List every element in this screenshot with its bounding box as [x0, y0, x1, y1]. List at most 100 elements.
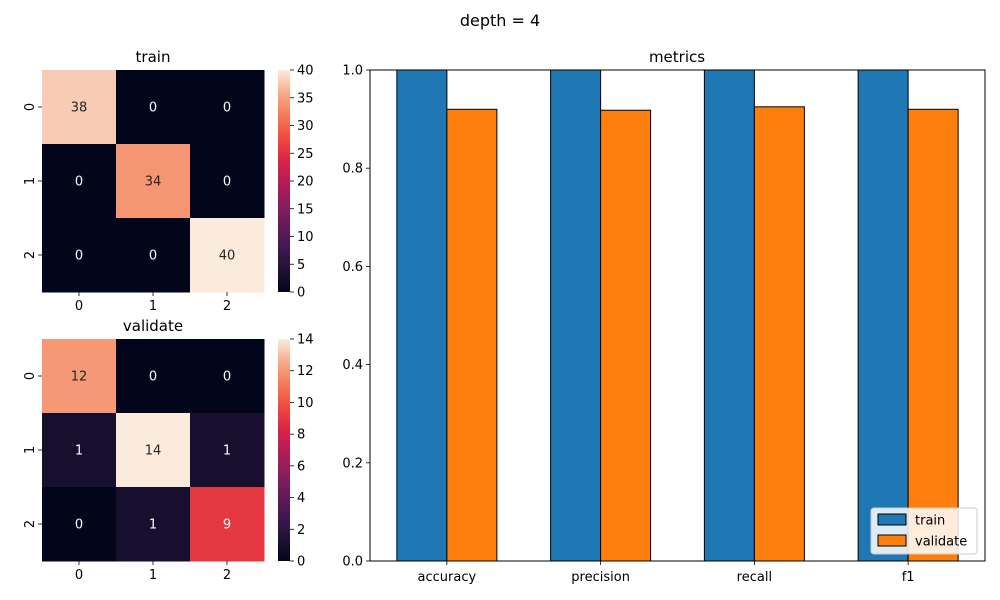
heatmap-cell-label: 40 — [219, 249, 236, 264]
bar-train — [550, 69, 602, 562]
heatmap-cell-label: 0 — [75, 175, 83, 190]
heatmap-validate-colorbar: 0 2 4 6 8 10 12 14 — [278, 333, 314, 570]
heatmap-cell-label: 0 — [75, 249, 83, 264]
heatmap-cell — [190, 487, 265, 562]
heatmap-cell-label: 1 — [223, 444, 231, 459]
heatmap-cell — [42, 413, 117, 488]
heatmap-cell — [190, 144, 265, 219]
x-tick-label: accuracy — [418, 570, 477, 585]
colorbar-tick-label: 12 — [297, 364, 314, 379]
heatmap-cell-label: 34 — [145, 175, 162, 190]
bar-validate — [600, 109, 652, 562]
heatmap-train-colorbar: 0 5 10 15 20 25 30 35 40 — [278, 64, 314, 301]
plot-frame — [369, 69, 986, 562]
heatmap-train-cells: 38 0 0 0 34 0 0 0 40 0 1 2 0 1 2 — [23, 70, 265, 314]
y-tick-label: 0.0 — [342, 555, 363, 570]
bar-train — [857, 69, 909, 562]
heatmap-cell — [190, 413, 265, 488]
heatmap-cell-label: 0 — [149, 101, 157, 116]
colorbar-tick-label: 0 — [297, 286, 305, 301]
heatmap-cell-label: 0 — [223, 370, 231, 385]
x-tick-label: 1 — [149, 568, 157, 583]
heatmap-cell-label: 0 — [223, 175, 231, 190]
y-tick-label: 1 — [23, 446, 38, 454]
y-tick-label: 2 — [23, 251, 38, 259]
heatmap-cell — [42, 218, 117, 293]
y-tick-label: 0 — [23, 103, 38, 111]
legend-swatch — [877, 534, 907, 547]
colorbar-tick-label: 25 — [297, 147, 314, 162]
legend-label: validate — [915, 535, 967, 550]
colorbar-tick-label: 30 — [297, 119, 314, 134]
bar-chart-plot: 0.0 0.2 0.4 0.6 0.8 1.0 accuracy precision recal… — [342, 64, 986, 585]
bar-train — [396, 69, 448, 562]
legend-swatch — [877, 513, 907, 526]
y-tick-label: 0.2 — [342, 456, 363, 471]
colorbar-tick-label: 10 — [297, 396, 314, 411]
heatmap-cell — [42, 487, 117, 562]
y-tick-label: 0.6 — [342, 260, 363, 275]
x-tick-label: 0 — [75, 299, 83, 314]
heatmap-cell-label: 9 — [223, 518, 231, 533]
colorbar-gradient — [278, 339, 290, 561]
bar-validate — [753, 106, 805, 562]
bar-chart-title: metrics — [649, 48, 705, 66]
heatmap-train-title: train — [136, 48, 171, 66]
heatmap-cell-label: 38 — [71, 101, 88, 116]
heatmap-cell-label: 0 — [75, 518, 83, 533]
x-tick-label: recall — [737, 570, 772, 585]
heatmap-cell — [116, 218, 191, 293]
colorbar-gradient — [278, 70, 290, 292]
x-tick-label: f1 — [902, 570, 915, 585]
heatmap-cell-label: 0 — [149, 249, 157, 264]
colorbar-tick-label: 40 — [297, 64, 314, 79]
y-tick-label: 0.8 — [342, 162, 363, 177]
heatmap-cell — [116, 487, 191, 562]
y-tick-label: 0.4 — [342, 358, 363, 373]
heatmap-cell — [116, 339, 191, 414]
heatmap-cell-label: 1 — [149, 518, 157, 533]
bar-validate — [446, 108, 498, 562]
bar-train — [703, 69, 755, 562]
heatmap-cell — [190, 339, 265, 414]
heatmap-cell-label: 1 — [75, 444, 83, 459]
bar-validate — [907, 108, 959, 562]
colorbar-tick-label: 8 — [297, 428, 305, 443]
heatmap-cell-label: 12 — [71, 370, 88, 385]
x-tick-label: 0 — [75, 568, 83, 583]
colorbar-tick-label: 15 — [297, 202, 314, 217]
heatmap-cell — [42, 70, 117, 145]
colorbar-tick-label: 14 — [297, 333, 314, 348]
heatmap-cell-label: 0 — [223, 101, 231, 116]
x-tick-label: precision — [571, 570, 630, 585]
legend-label: train — [915, 514, 945, 529]
colorbar-tick-label: 6 — [297, 459, 305, 474]
heatmap-cell — [190, 70, 265, 145]
heatmap-cell — [116, 413, 191, 488]
colorbar-tick-label: 5 — [297, 258, 305, 273]
figure-title: depth = 4 — [460, 11, 540, 30]
x-tick-label: 2 — [223, 568, 231, 583]
colorbar-tick-label: 10 — [297, 230, 314, 245]
y-tick-label: 2 — [23, 520, 38, 528]
heatmap-validate-title: validate — [123, 317, 183, 335]
heatmap-cell — [42, 144, 117, 219]
y-tick-label: 0 — [23, 372, 38, 380]
colorbar-tick-label: 0 — [297, 555, 305, 570]
heatmap-cell — [42, 339, 117, 414]
x-tick-label: 2 — [223, 299, 231, 314]
colorbar-tick-label: 20 — [297, 175, 314, 190]
y-tick-label: 1 — [23, 177, 38, 185]
heatmap-cell — [116, 144, 191, 219]
heatmap-cell — [116, 70, 191, 145]
x-tick-label: 1 — [149, 299, 157, 314]
colorbar-tick-label: 35 — [297, 91, 314, 106]
heatmap-cell — [190, 218, 265, 293]
bar-chart-metrics: metrics 0.0 0.2 0.4 0.6 0.8 1.0 accuracy precis… — [342, 48, 986, 585]
y-tick-label: 1.0 — [342, 64, 363, 79]
colorbar-tick-label: 4 — [297, 491, 305, 506]
